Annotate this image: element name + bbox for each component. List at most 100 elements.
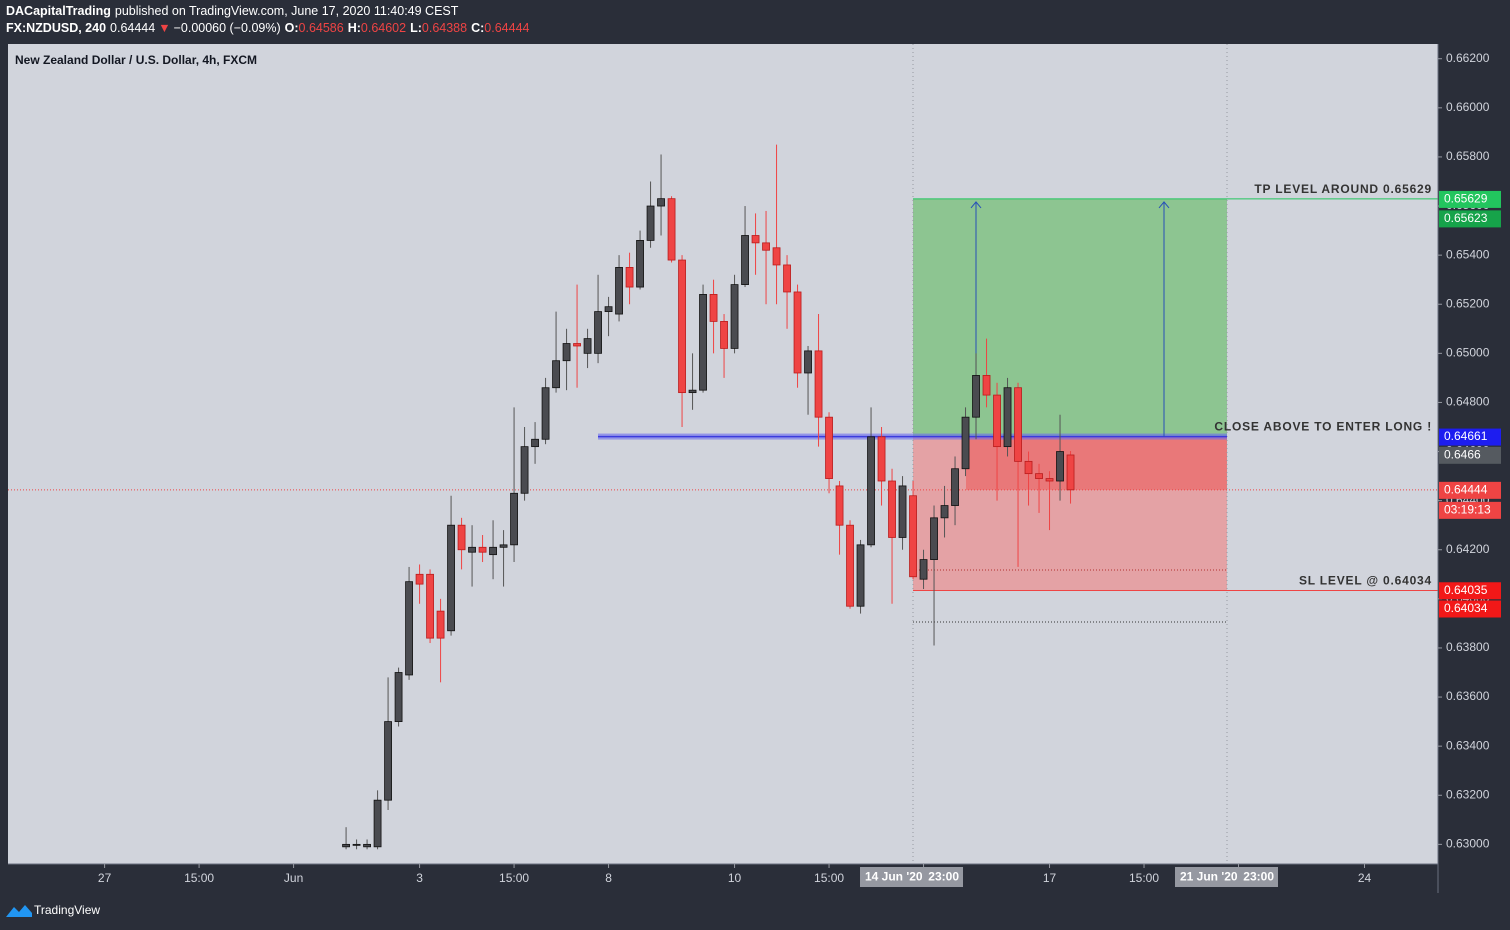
y-tick-label: 0.65200 [1446,296,1490,310]
candle-body [384,721,392,801]
candle-body [909,495,917,578]
candle-body [814,350,823,418]
y-tick-label: 0.64200 [1446,542,1490,556]
candle-body [678,259,686,394]
chart-title: New Zealand Dollar / U.S. Dollar, 4h, FX… [15,53,257,67]
candle-body [720,321,728,349]
candle-body [415,573,424,585]
x-tick-label: 10 [728,871,742,885]
change: −0.00060 (−0.09%) [174,21,281,35]
author-name: DACapitalTrading [6,4,111,18]
logo: TradingView [6,903,100,917]
candle-body [1035,473,1043,479]
candle-body [457,524,466,551]
range-label-box [1175,867,1278,887]
price-label: 0.65623 [1444,211,1488,225]
y-tick-label: 0.65400 [1446,247,1490,261]
range-label: 21 Jun '20 [1180,870,1238,884]
candle-body [751,235,760,244]
candle-body [405,581,413,676]
annotation: TP LEVEL AROUND 0.65629 [1254,182,1432,196]
candle-body [783,264,791,293]
l: 0.64388 [422,21,467,35]
candle-body [919,559,928,580]
y-tick-label: 0.63400 [1446,738,1490,752]
c-label: C: [471,21,484,35]
candle-body [352,843,361,846]
candle-body [877,436,886,482]
candle-body [951,468,959,506]
candle-body [898,485,907,538]
candle-body [762,242,770,251]
candle-body [709,294,718,322]
o-label: O: [285,21,299,35]
price-label-box [1439,210,1501,228]
candle-body [1003,387,1012,448]
last: 0.64444 [110,21,155,35]
y-tick-label: 0.63000 [1446,837,1490,851]
candle-body [583,338,592,354]
brand: TradingView [34,903,100,917]
candle-body [1066,454,1075,491]
candle-body [447,524,455,632]
candle-body [468,546,476,553]
x-tick-label: 15:00 [1129,871,1159,885]
candle-body [520,446,529,494]
candle-body [489,546,497,556]
candle-body [867,436,875,546]
range-label-box [860,867,963,887]
candle-body [541,387,550,440]
x-tick-label: Jun [284,871,303,885]
candle-body [531,438,539,448]
candle-body [478,546,487,553]
arrow: ▼ [158,21,170,35]
candle-body [1014,387,1022,462]
candle-body [426,573,434,639]
countdown-box [1439,501,1501,519]
x-tick-label: 3 [416,871,423,885]
price-label: 0.64444 [1444,483,1488,497]
candle-body [646,205,655,241]
price-label: 0.64661 [1444,429,1488,443]
range-label: 23:00 [928,870,959,884]
symbol-line: FX:NZDUSD, 240 0.64444 ▼ −0.00060 (−0.09%) O… [6,21,530,35]
o: 0.64586 [299,21,344,35]
plot [8,44,1438,864]
candle-body [394,672,403,723]
price-label-box [1439,481,1501,499]
candle-body [552,360,560,389]
x-tick-label: 27 [98,871,112,885]
l-label: L: [410,21,422,35]
y-tick-label: 0.63600 [1446,689,1490,703]
candle-body [993,394,1001,448]
candle-body [730,284,739,349]
candle-body [846,524,854,607]
price-label-box [1439,190,1501,208]
candle-body [1056,451,1064,482]
h: 0.64602 [361,21,406,35]
published: published on TradingView.com, June 17, 2… [115,4,459,18]
y-tick-label: 0.65800 [1446,149,1490,163]
price-label-box [1439,582,1501,600]
symbol: FX:NZDUSD, 240 [6,21,106,35]
price-label-box [1439,446,1501,464]
candle-body [1024,460,1033,475]
price-label-box [1439,600,1501,618]
price-label: 0.6466 [1444,447,1481,461]
candle-body [793,291,802,374]
arrow-head [1158,201,1170,209]
candle-body [835,485,844,526]
y-tick-label: 0.63200 [1446,787,1490,801]
candle-body [363,843,371,848]
target-zone [913,198,1227,437]
y-tick-label: 0.65000 [1446,346,1490,360]
y-tick-label: 0.66200 [1446,51,1490,65]
countdown: 03:19:13 [1444,503,1491,517]
candle-body [699,294,707,391]
candle-body [625,267,634,288]
candle-body [961,416,970,470]
candle-body [972,375,980,418]
x-tick-label: 15:00 [814,871,844,885]
x-tick-label: 17 [1043,871,1057,885]
candle-body [1045,478,1054,482]
